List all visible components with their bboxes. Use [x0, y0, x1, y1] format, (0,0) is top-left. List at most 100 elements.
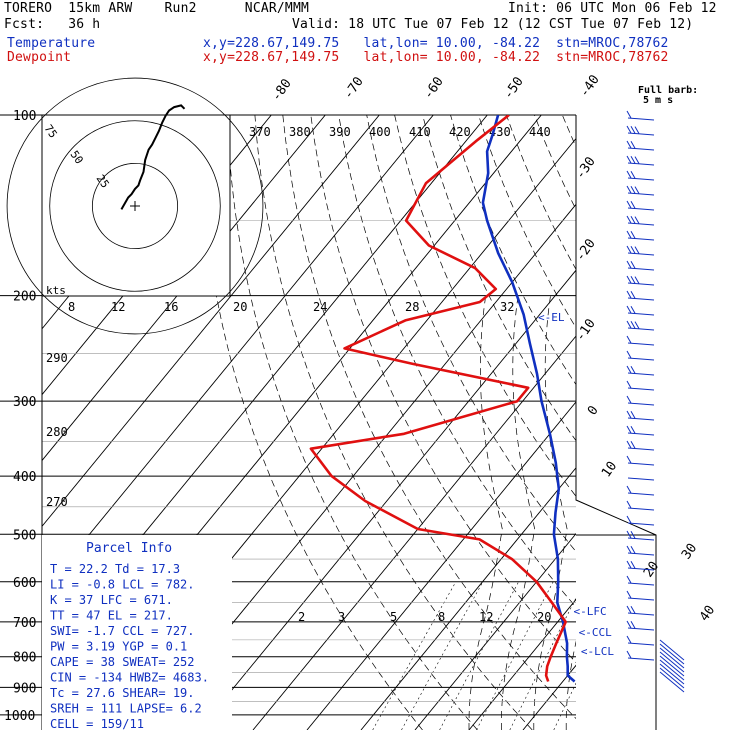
level-marker-lfc: <-LFC — [574, 605, 607, 618]
level-marker-lcl: <-LCL — [581, 645, 614, 658]
wind-barb-tick — [626, 380, 632, 389]
wind-barb-tick — [626, 215, 632, 224]
dry-adiabat — [198, 115, 423, 730]
isotherm-label: 30 — [679, 541, 700, 562]
hodograph-ring — [6, 77, 264, 335]
wind-barb-tick — [630, 231, 636, 239]
wind-barb-shaft — [627, 657, 655, 661]
parcel-info-row: PW = 3.19 YGP = 0.1 — [50, 640, 187, 654]
wind-barb-tick — [626, 515, 632, 524]
mixing-ratio-line — [372, 581, 457, 730]
wind-barb-tick — [626, 395, 632, 404]
grid-labels: -80 -70 -60 -50 -40 -30 -20 -10 0 10 20 30 40 370 380 3… — [46, 72, 718, 624]
wind-barb-tick — [630, 216, 636, 224]
pressure-tick-label: 400 — [13, 470, 36, 485]
parcel-info-row: CAPE = 38 SWEAT= 252 — [50, 655, 195, 669]
parcel-info-row: CELL = 159/11 — [50, 717, 144, 731]
wind-barb-shaft — [659, 659, 685, 681]
wind-barb-tick — [630, 261, 636, 269]
wind-barb-shaft — [627, 147, 655, 151]
hodograph-ring — [49, 120, 221, 292]
wind-barb-tick — [626, 290, 632, 299]
wind-barb-tick — [634, 216, 640, 224]
hodograph-ring-label: 50 — [68, 148, 86, 166]
wind-barb-tick — [626, 230, 632, 239]
theta-e-label: 290 — [46, 351, 68, 365]
wind-barb-tick — [626, 575, 632, 584]
isotherm-line — [468, 598, 576, 730]
parcel-info-row: TT = 47 EL = 217. — [50, 609, 173, 623]
wind-barb-tick — [626, 650, 632, 659]
hodograph-ring — [91, 162, 179, 250]
pressure-tick-label: 700 — [13, 616, 36, 631]
wind-barb-shaft — [659, 667, 685, 689]
wind-barb-tick — [630, 186, 636, 194]
wind-barb-column: Full barb:5 m s — [626, 85, 698, 693]
pressure-tick-label: 100 — [13, 109, 36, 124]
wind-barb-shaft — [627, 207, 655, 211]
wind-barb-tick — [630, 156, 636, 164]
dry-adiabat — [310, 115, 576, 664]
dry-adiabat-label: 420 — [449, 125, 471, 139]
wind-barb-tick — [630, 366, 636, 374]
hodograph-speed-label: 24 — [313, 300, 327, 314]
moist-adiabat — [565, 640, 576, 730]
dry-adiabat — [450, 115, 576, 386]
isotherm-label: 10 — [599, 459, 620, 480]
isotherm-label: -10 — [573, 316, 599, 344]
wind-barb-shaft — [627, 552, 655, 556]
isotherm-label: -80 — [269, 76, 295, 104]
isotherm-label: -30 — [573, 154, 599, 182]
mixing-ratio-line — [553, 682, 576, 730]
wind-barb-tick — [630, 546, 636, 554]
isotherm-line — [42, 115, 434, 593]
parcel-info-row: CIN = -134 HWBZ= 4683. — [50, 671, 209, 685]
wind-barb-shaft — [627, 537, 655, 541]
isotherm-label: -40 — [577, 72, 603, 100]
wind-barb-shaft — [627, 267, 655, 271]
wind-barb-shaft — [627, 402, 655, 406]
wind-barb-tick — [630, 306, 636, 314]
parcel-info-panel: Parcel Info T = 22.2 Td = 17.3 LI = -0.8 … — [42, 535, 232, 731]
wind-barb-tick — [630, 171, 636, 179]
dry-adiabat-label: 370 — [249, 125, 271, 139]
mixing-ratio-label: 12 — [479, 610, 493, 624]
pressure-tick-label: 200 — [13, 290, 36, 305]
wind-barb-tick — [626, 275, 632, 284]
wind-barb-tick — [626, 320, 632, 329]
level-marker-el: <-EL — [538, 311, 565, 324]
wind-barb-shaft — [627, 507, 655, 511]
wind-barb-shaft — [627, 162, 655, 166]
wind-barb-shaft — [627, 282, 655, 286]
dry-adiabat — [590, 115, 740, 730]
wind-barb-shaft — [627, 327, 655, 331]
wind-barb-tick — [630, 561, 636, 569]
isotherm-label: -60 — [421, 74, 447, 102]
wind-barb-tick — [630, 621, 636, 629]
wind-barb-shaft — [627, 432, 655, 436]
wind-barb-tick — [634, 156, 640, 164]
parcel-level-markers: <-EL <-LFC <-CCL <-LCL — [538, 311, 614, 658]
mixing-ratio-line — [476, 581, 554, 730]
wind-barb-tick — [626, 125, 632, 134]
wind-barb-tick — [630, 426, 636, 434]
mixing-ratio-label: 8 — [438, 610, 445, 624]
dry-adiabat — [730, 115, 740, 730]
wind-barb-shaft — [627, 357, 655, 361]
pressure-tick-label: 300 — [13, 395, 36, 410]
location-temperature: x,y=228.67,149.75 lat,lon= 10.00, -84.22… — [203, 36, 669, 51]
pressure-tick-label: 600 — [13, 576, 36, 591]
dry-adiabat-label: 390 — [329, 125, 351, 139]
dry-adiabat — [702, 115, 740, 730]
hodograph-ring-label: 25 — [94, 172, 112, 190]
wind-barb-tick — [630, 291, 636, 299]
wind-barb-tick — [630, 321, 636, 329]
moist-adiabat — [501, 295, 536, 730]
wind-barb-tick — [626, 620, 632, 629]
wind-barb-tick — [626, 530, 632, 539]
wind-barb-tick — [634, 321, 640, 329]
wind-barb-shaft — [627, 192, 655, 196]
parcel-info-row: Tc = 27.6 SHEAR= 19. — [50, 686, 195, 700]
